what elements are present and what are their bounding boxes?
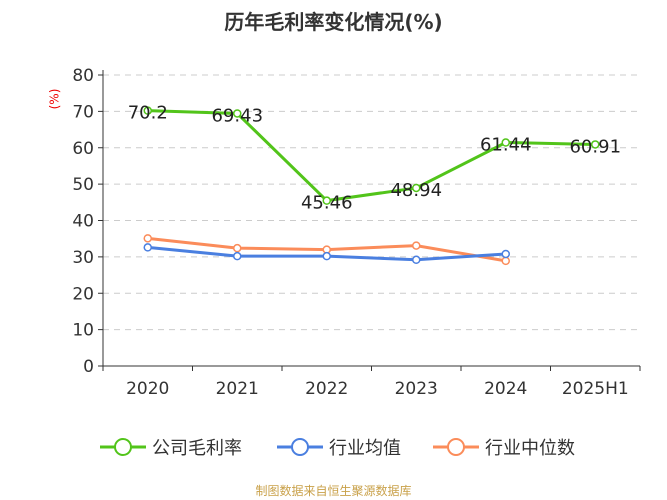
x-tick-label: 2020 — [126, 379, 169, 399]
x-tick-label: 2024 — [484, 379, 527, 399]
y-tick-label: 10 — [72, 321, 94, 341]
legend-label: 行业中位数 — [485, 438, 575, 459]
data-label: 61.44 — [480, 135, 532, 156]
source-note: 制图数据来自恒生聚源数据库 — [255, 484, 412, 498]
y-tick-label: 40 — [72, 212, 94, 232]
y-tick-label: 80 — [72, 66, 94, 86]
legend-marker-icon — [291, 438, 309, 456]
data-point — [322, 196, 331, 205]
data-point — [412, 241, 421, 250]
data-label: 60.91 — [569, 136, 621, 157]
data-point — [143, 243, 152, 252]
data-point — [501, 256, 510, 266]
data-point — [501, 249, 510, 259]
y-tick-label: 70 — [72, 102, 94, 122]
series-line — [147, 109, 596, 203]
data-point — [143, 234, 152, 243]
data-point — [412, 255, 421, 265]
x-tick-label: 2022 — [305, 379, 348, 399]
legend-label: 公司毛利率 — [152, 438, 242, 459]
data-label: 48.94 — [390, 180, 442, 201]
data-label: 70.2 — [128, 103, 168, 124]
data-point — [233, 243, 242, 253]
chart-title: 历年毛利率变化情况(%) — [224, 10, 443, 34]
x-tick-label: 2023 — [395, 379, 438, 399]
x-tick-label: 2025H1 — [562, 379, 629, 399]
y-tick-label: 30 — [72, 248, 94, 268]
x-tick-label: 2021 — [216, 379, 259, 399]
data-point — [322, 251, 331, 261]
legend-marker-icon — [114, 438, 132, 456]
y-tick-label: 60 — [72, 139, 94, 159]
legend-marker-icon — [447, 438, 465, 456]
data-point — [591, 140, 600, 149]
y-tick-label: 50 — [72, 175, 94, 195]
data-label: 45.46 — [301, 193, 353, 214]
y-tick-label: 20 — [72, 284, 94, 304]
data-point — [233, 109, 242, 118]
data-point — [501, 138, 510, 147]
data-point — [412, 183, 421, 193]
legend-label: 行业均值 — [329, 438, 401, 459]
y-tick-label: 0 — [83, 357, 94, 377]
data-point — [233, 251, 242, 261]
data-point — [143, 106, 152, 115]
data-label: 69.43 — [211, 105, 263, 126]
